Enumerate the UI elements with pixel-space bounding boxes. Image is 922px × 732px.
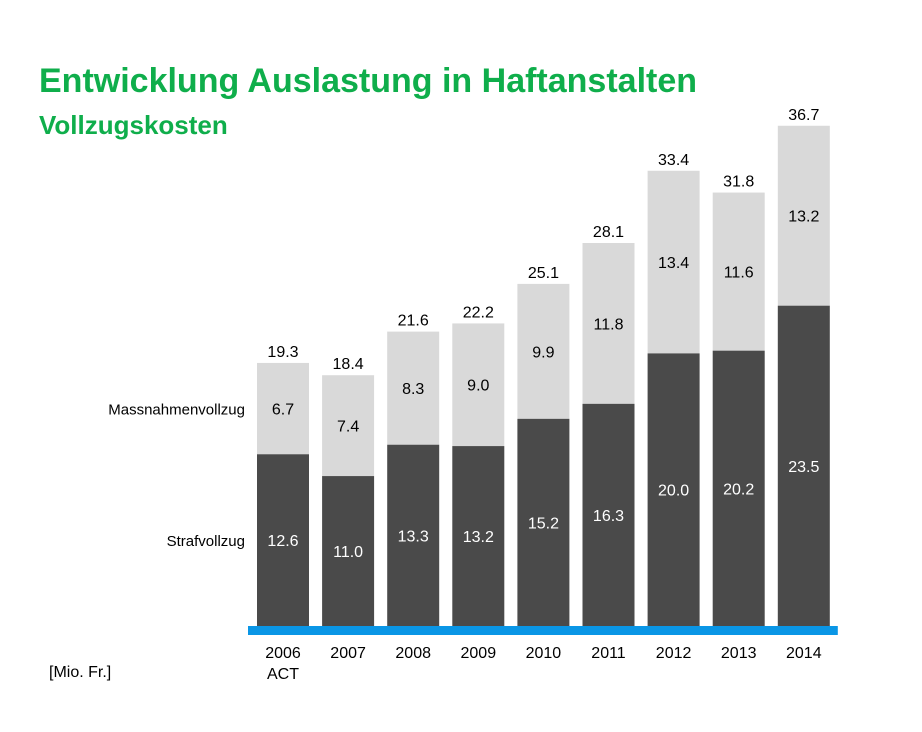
bar-segment-massnahmenvollzug	[582, 242, 635, 404]
bar-segment-massnahmenvollzug	[257, 362, 309, 455]
bar-segment-strafvollzug	[712, 350, 765, 626]
bar-segment-massnahmenvollzug	[517, 283, 570, 419]
x-tick-label: 2008	[395, 645, 431, 662]
data-label-total: 33.4	[658, 152, 689, 169]
data-label-massnahmenvollzug: 13.4	[658, 255, 689, 272]
data-label-strafvollzug: 23.5	[788, 459, 819, 476]
bar-segment-massnahmenvollzug	[647, 170, 700, 354]
data-label-massnahmenvollzug: 9.9	[532, 344, 554, 361]
data-label-strafvollzug: 13.2	[463, 529, 494, 546]
data-label-total: 31.8	[723, 174, 754, 191]
bar-segment-massnahmenvollzug	[322, 375, 375, 477]
chart-title: Entwicklung Auslastung in Haftanstalten	[39, 62, 698, 100]
data-label-strafvollzug: 13.3	[398, 528, 429, 545]
data-label-strafvollzug: 12.6	[267, 533, 298, 550]
data-label-total: 19.3	[267, 344, 298, 361]
data-label-strafvollzug: 20.0	[658, 483, 689, 500]
data-label-massnahmenvollzug: 9.0	[467, 378, 489, 395]
data-label-total: 28.1	[593, 224, 624, 241]
data-label-total: 18.4	[333, 356, 364, 373]
data-label-total: 25.1	[528, 265, 559, 282]
data-label-strafvollzug: 11.0	[333, 544, 363, 561]
bar-segment-massnahmenvollzug	[777, 125, 830, 306]
bar-segment-strafvollzug	[777, 305, 830, 626]
data-label-total: 21.6	[398, 313, 429, 330]
data-label-massnahmenvollzug: 13.2	[788, 209, 819, 226]
legend-label-strafvollzug: Strafvollzug	[167, 533, 245, 550]
unit-label: [Mio. Fr.]	[49, 664, 112, 681]
x-tick-label: 2006	[265, 645, 301, 662]
bar-segment-massnahmenvollzug	[452, 323, 505, 447]
data-label-total: 36.7	[788, 107, 819, 124]
bar-segment-strafvollzug	[387, 444, 440, 626]
x-tick-label: 2012	[656, 645, 692, 662]
data-label-strafvollzug: 20.2	[723, 481, 754, 498]
bar-segment-strafvollzug	[322, 476, 375, 626]
data-label-strafvollzug: 15.2	[528, 515, 559, 532]
x-tick-label: 2007	[330, 645, 366, 662]
chart-subtitle: Vollzugskosten	[39, 110, 228, 140]
x-tick-label: 2014	[786, 645, 822, 662]
bar-segment-strafvollzug	[517, 418, 570, 626]
data-label-massnahmenvollzug: 6.7	[272, 402, 294, 419]
data-label-massnahmenvollzug: 11.8	[594, 316, 624, 333]
data-label-strafvollzug: 16.3	[593, 508, 624, 525]
x-tick-label: 2010	[526, 645, 562, 662]
bar-segment-strafvollzug	[257, 454, 309, 626]
x-axis-line	[248, 626, 838, 635]
bar-segment-massnahmenvollzug	[387, 331, 440, 445]
bar-segment-strafvollzug	[582, 403, 635, 626]
data-label-massnahmenvollzug: 11.6	[724, 265, 754, 282]
bar-segment-massnahmenvollzug	[712, 192, 765, 351]
x-tick-label: ACT	[267, 666, 299, 683]
x-tick-label: 2013	[721, 645, 757, 662]
data-label-total: 22.2	[463, 304, 494, 321]
data-label-massnahmenvollzug: 8.3	[402, 381, 424, 398]
x-tick-label: 2009	[461, 645, 497, 662]
legend-label-massnahmenvollzug: Massnahmenvollzug	[108, 402, 245, 419]
x-tick-label: 2011	[591, 645, 626, 662]
data-label-massnahmenvollzug: 7.4	[337, 419, 359, 436]
bar-segment-strafvollzug	[452, 446, 505, 626]
bar-segment-strafvollzug	[647, 353, 700, 626]
